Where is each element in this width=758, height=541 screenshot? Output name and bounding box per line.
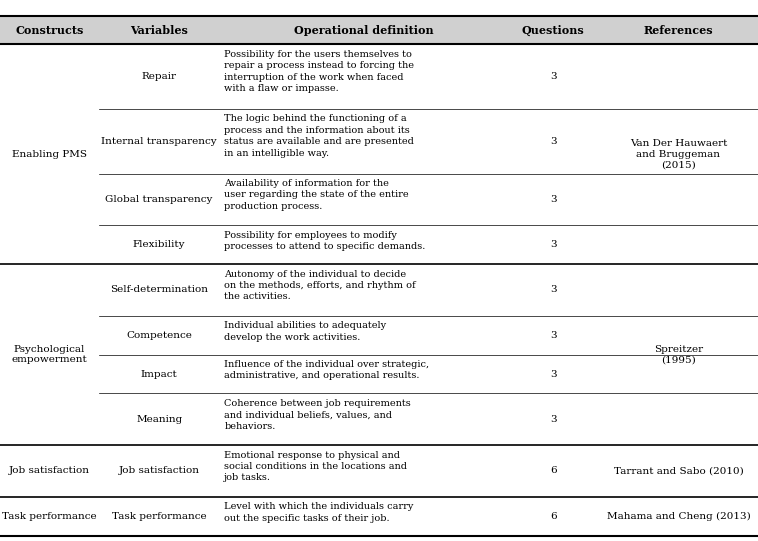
Text: Self-determination: Self-determination [110,286,208,294]
Text: Van Der Hauwaert
and Bruggeman
(2015): Van Der Hauwaert and Bruggeman (2015) [630,140,727,169]
Text: Possibility for employees to modify
processes to attend to specific demands.: Possibility for employees to modify proc… [224,231,426,251]
Text: The logic behind the functioning of a
process and the information about its
stat: The logic behind the functioning of a pr… [224,114,414,158]
Text: Possibility for the users themselves to
repair a process instead to forcing the
: Possibility for the users themselves to … [224,50,415,93]
Text: 3: 3 [550,195,556,204]
Text: Coherence between job requirements
and individual beliefs, values, and
behaviors: Coherence between job requirements and i… [224,399,411,431]
Text: 3: 3 [550,331,556,340]
Text: Level with which the individuals carry
out the specific tasks of their job.: Level with which the individuals carry o… [224,502,414,523]
Text: Repair: Repair [142,72,177,81]
Text: Job satisfaction: Job satisfaction [119,466,199,476]
Text: Influence of the individual over strategic,
administrative, and operational resu: Influence of the individual over strateg… [224,360,430,380]
Text: Psychological
empowerment: Psychological empowerment [11,345,87,364]
Text: Task performance: Task performance [2,512,96,520]
Text: Variables: Variables [130,25,188,36]
Text: 3: 3 [550,415,556,424]
Text: Operational definition: Operational definition [294,25,434,36]
Text: Internal transparency: Internal transparency [102,137,217,146]
Text: Meaning: Meaning [136,415,183,424]
Text: 3: 3 [550,286,556,294]
Text: Questions: Questions [522,25,584,36]
Text: Spreitzer
(1995): Spreitzer (1995) [654,345,703,364]
Text: Task performance: Task performance [112,512,206,520]
Text: Mahama and Cheng (2013): Mahama and Cheng (2013) [606,512,750,521]
Text: Competence: Competence [127,331,192,340]
Text: 3: 3 [550,137,556,146]
Text: 3: 3 [550,72,556,81]
Text: 3: 3 [550,370,556,379]
Bar [0,16,758,44]
Text: Enabling PMS: Enabling PMS [12,150,86,159]
Text: Flexibility: Flexibility [133,240,186,249]
Text: Individual abilities to adequately
develop the work activities.: Individual abilities to adequately devel… [224,321,387,342]
Text: 3: 3 [550,240,556,249]
Text: Tarrant and Sabo (2010): Tarrant and Sabo (2010) [613,466,744,476]
Text: Emotional response to physical and
social conditions in the locations and
job ta: Emotional response to physical and socia… [224,451,407,483]
Text: References: References [644,25,713,36]
Text: 6: 6 [550,512,556,520]
Text: 6: 6 [550,466,556,476]
Text: Constructs: Constructs [15,25,83,36]
Text: Global transparency: Global transparency [105,195,213,204]
Text: Autonomy of the individual to decide
on the methods, efforts, and rhythm of
the : Autonomy of the individual to decide on … [224,269,416,301]
Text: Job satisfaction: Job satisfaction [9,466,89,476]
Text: Impact: Impact [141,370,177,379]
Text: Availability of information for the
user regarding the state of the entire
produ: Availability of information for the user… [224,179,409,211]
